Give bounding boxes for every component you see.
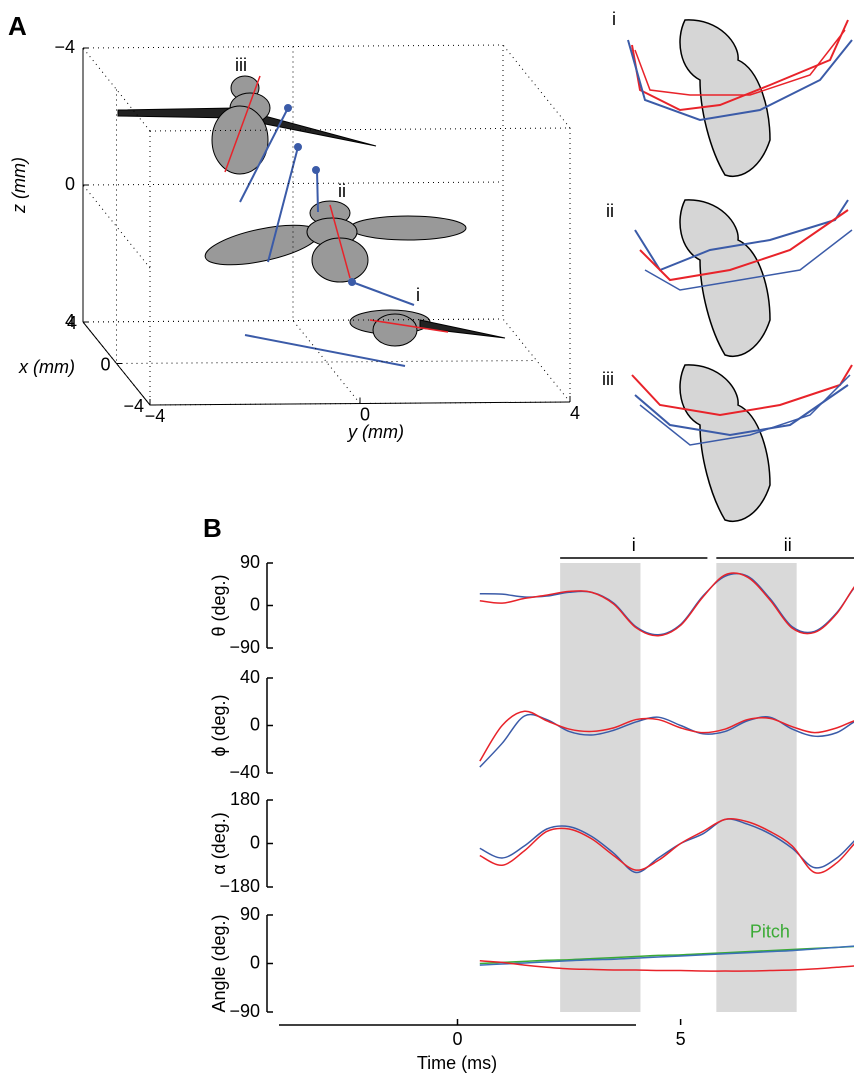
y-tick-label: −90	[229, 637, 260, 657]
y-axis-label: Angle (deg.)	[209, 914, 229, 1012]
grid-line	[116, 360, 537, 364]
annotation: i	[416, 285, 420, 305]
y-tick-label: −180	[219, 876, 260, 896]
x-tick-label: 0	[452, 1029, 462, 1049]
data-line	[479, 817, 854, 874]
z-tick-label: 0	[65, 174, 75, 194]
panel-label: A	[8, 11, 27, 41]
box-edge	[149, 127, 571, 132]
annotation: iii	[235, 55, 247, 75]
grid-line	[82, 318, 504, 323]
y-axis-label: y (mm)	[346, 422, 404, 442]
grid-line	[82, 181, 504, 186]
y-tick-label: 4	[570, 403, 580, 423]
x-axis-label: x (mm)	[18, 357, 75, 377]
y-tick-label: 0	[250, 952, 260, 972]
grid-line	[82, 184, 151, 269]
data-line	[479, 945, 854, 965]
annotation: ii	[338, 181, 346, 201]
y-axis-label: α (deg.)	[209, 812, 229, 874]
z-tick-label: 4	[65, 311, 75, 331]
x-tick-label: 0	[100, 354, 110, 374]
y-axis-label: θ (deg.)	[209, 574, 229, 636]
y-tick-label: −90	[229, 1001, 260, 1021]
data-line	[479, 818, 854, 874]
inset-label: iii	[602, 369, 614, 389]
bracket-label: i	[632, 535, 636, 555]
inset-drawings	[627, 19, 853, 522]
data-line	[479, 945, 854, 966]
inset-label: ii	[606, 201, 614, 221]
inset-label: i	[612, 9, 616, 29]
series-label: Pitch	[750, 921, 790, 941]
panel-label: B	[203, 513, 222, 543]
y-tick-label: 90	[240, 904, 260, 924]
y-axis-label: ϕ (deg.)	[209, 694, 229, 756]
y-tick-label: 0	[360, 404, 370, 424]
x-tick-label: 5	[676, 1029, 686, 1049]
y-tick-label: 40	[240, 667, 260, 687]
insect-drawings	[117, 75, 506, 367]
bracket-label: ii	[784, 535, 792, 555]
y-tick-label: 0	[250, 714, 260, 734]
shaded-interval	[716, 563, 797, 1012]
y-tick-label: 90	[240, 552, 260, 572]
y-tick-label: −40	[229, 762, 260, 782]
y-tick-label: 0	[250, 832, 260, 852]
data-line	[479, 710, 854, 762]
y-tick-label: 180	[230, 789, 260, 809]
box-edge	[502, 44, 571, 129]
z-tick-label: −4	[54, 37, 75, 57]
y-tick-label: 0	[250, 594, 260, 614]
data-line	[479, 960, 854, 972]
y-axis	[149, 401, 571, 406]
x-axis	[82, 321, 151, 406]
shaded-interval	[560, 563, 641, 1012]
y-tick-label: −4	[145, 406, 166, 426]
x-tick-label: 4	[67, 313, 77, 333]
data-line	[479, 572, 854, 637]
data-line	[479, 572, 854, 636]
data-line	[479, 713, 854, 768]
x-tick-label: −4	[123, 396, 144, 416]
z-axis-label: z (mm)	[9, 157, 29, 214]
x-axis-label: Time (ms)	[417, 1053, 497, 1073]
